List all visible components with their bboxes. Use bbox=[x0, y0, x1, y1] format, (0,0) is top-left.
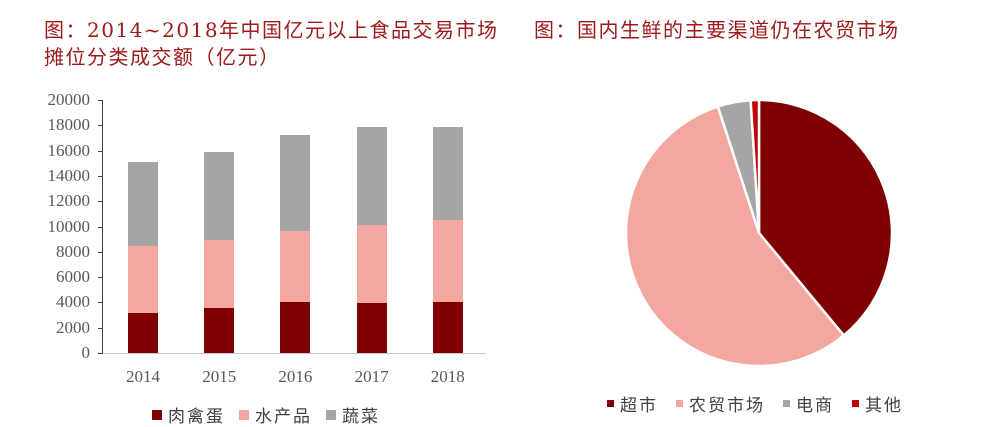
legend-label: 超市 bbox=[620, 396, 658, 416]
bar-segment-2015-2 bbox=[204, 151, 235, 240]
y-tick-mark bbox=[98, 252, 103, 253]
legend-item: 蔬菜 bbox=[326, 402, 380, 427]
x-tick-label: 2016 bbox=[278, 367, 313, 386]
pie-slice-其他 bbox=[749, 98, 761, 234]
bar-chart-legend: 肉禽蛋 水产品 蔬菜 bbox=[152, 402, 394, 427]
bar-segment-2016-0 bbox=[280, 302, 311, 353]
bar-segment-2016-1 bbox=[280, 230, 311, 303]
legend-label: 其他 bbox=[865, 396, 903, 416]
y-tick-label: 10000 bbox=[47, 216, 91, 236]
legend-swatch-icon bbox=[676, 400, 683, 407]
y-tick-mark bbox=[98, 151, 103, 152]
bar-segment-2014-2 bbox=[128, 161, 158, 247]
x-axis bbox=[102, 353, 486, 354]
legend-label: 蔬菜 bbox=[342, 407, 380, 427]
legend-item: 农贸市场 bbox=[676, 391, 765, 416]
y-tick-label: 8000 bbox=[56, 241, 90, 261]
legend-swatch-icon bbox=[607, 400, 614, 407]
y-tick-label: 16000 bbox=[47, 140, 91, 160]
bar-segment-2018-1 bbox=[432, 220, 463, 302]
bar-segment-2017-0 bbox=[356, 303, 387, 353]
legend-swatch-icon bbox=[239, 409, 249, 420]
bar-segment-2014-1 bbox=[128, 246, 158, 313]
x-tick-label: 2014 bbox=[126, 367, 160, 386]
y-tick-mark bbox=[98, 227, 103, 228]
x-tick-label: 2015 bbox=[202, 367, 237, 386]
legend-label: 肉禽蛋 bbox=[168, 407, 225, 427]
y-tick-mark bbox=[98, 353, 103, 354]
bar-chart-title: 图：2014~2018年中国亿元以上食品交易市场摊位分类成交额（亿元） bbox=[44, 18, 499, 69]
legend-item: 超市 bbox=[607, 391, 658, 416]
legend-swatch-icon bbox=[852, 400, 859, 407]
bar-segment-2014-0 bbox=[128, 312, 158, 353]
legend-label: 电商 bbox=[796, 396, 834, 416]
legend-item: 电商 bbox=[783, 391, 834, 416]
y-tick-mark bbox=[98, 277, 103, 278]
legend-item: 肉禽蛋 bbox=[152, 402, 225, 427]
legend-item: 其他 bbox=[852, 391, 903, 416]
bar-segment-2015-1 bbox=[204, 239, 235, 309]
pie-chart bbox=[624, 98, 894, 368]
x-tick-label: 2017 bbox=[354, 367, 389, 386]
y-tick-label: 12000 bbox=[47, 191, 91, 211]
y-tick-mark bbox=[98, 100, 103, 101]
bar-segment-2018-2 bbox=[432, 126, 463, 221]
legend-swatch-icon bbox=[326, 409, 336, 420]
legend-swatch-icon bbox=[783, 400, 790, 407]
pie-chart-title: 图：国内生鲜的主要渠道仍在农贸市场 bbox=[534, 18, 900, 42]
y-tick-mark bbox=[98, 328, 103, 329]
pie-slice-农贸市场 bbox=[624, 104, 846, 368]
y-tick-label: 0 bbox=[81, 343, 91, 362]
y-tick-label: 6000 bbox=[56, 267, 90, 287]
y-tick-label: 4000 bbox=[56, 292, 90, 312]
y-tick-label: 14000 bbox=[47, 165, 91, 185]
legend-label: 水产品 bbox=[255, 407, 312, 427]
bar-segment-2015-0 bbox=[204, 308, 235, 353]
x-tick-label: 2018 bbox=[430, 367, 465, 386]
y-tick-mark bbox=[98, 201, 103, 202]
y-tick-mark bbox=[98, 125, 103, 126]
legend-swatch-icon bbox=[152, 409, 162, 420]
bar-segment-2016-2 bbox=[280, 134, 311, 231]
y-tick-mark bbox=[98, 302, 103, 303]
legend-label: 农贸市场 bbox=[689, 396, 765, 416]
pie-chart-legend: 超市 农贸市场 电商 其他 bbox=[607, 391, 921, 416]
y-tick-mark bbox=[98, 176, 103, 177]
bar-segment-2018-0 bbox=[432, 301, 463, 353]
bar-segment-2017-1 bbox=[356, 225, 387, 304]
y-tick-label: 18000 bbox=[47, 115, 91, 135]
pie-slice-超市 bbox=[757, 98, 894, 338]
y-tick-label: 20000 bbox=[47, 90, 91, 109]
legend-item: 水产品 bbox=[239, 402, 312, 427]
bar-segment-2017-2 bbox=[356, 127, 387, 226]
y-tick-label: 2000 bbox=[56, 317, 90, 337]
